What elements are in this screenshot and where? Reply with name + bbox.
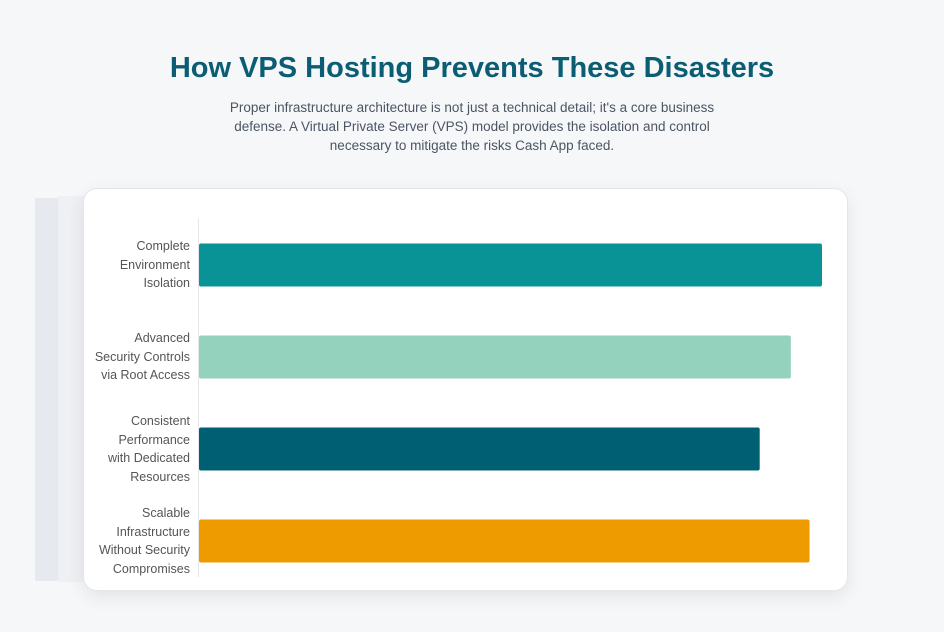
bar	[199, 335, 791, 379]
category-text: Scalable Infrastructure Without Security…	[98, 506, 190, 576]
y-tick-label: Complete Environment Isolation	[94, 219, 190, 311]
bar	[199, 243, 822, 287]
category-text: Complete Environment Isolation	[119, 239, 190, 291]
category-text: Advanced Security Controls via Root Acce…	[94, 331, 190, 383]
bar	[199, 519, 810, 563]
page-title: How VPS Hosting Prevents These Disasters	[169, 52, 775, 84]
y-tick-label: Consistent Performance with Dedicated Re…	[94, 403, 190, 495]
page-subtitle: Proper infrastructure architecture is no…	[229, 100, 715, 153]
category-text: Consistent Performance with Dedicated Re…	[108, 414, 190, 484]
y-tick-label: Advanced Security Controls via Root Acce…	[94, 311, 190, 403]
y-tick-label: Scalable Infrastructure Without Security…	[94, 495, 190, 587]
bar	[199, 427, 760, 471]
